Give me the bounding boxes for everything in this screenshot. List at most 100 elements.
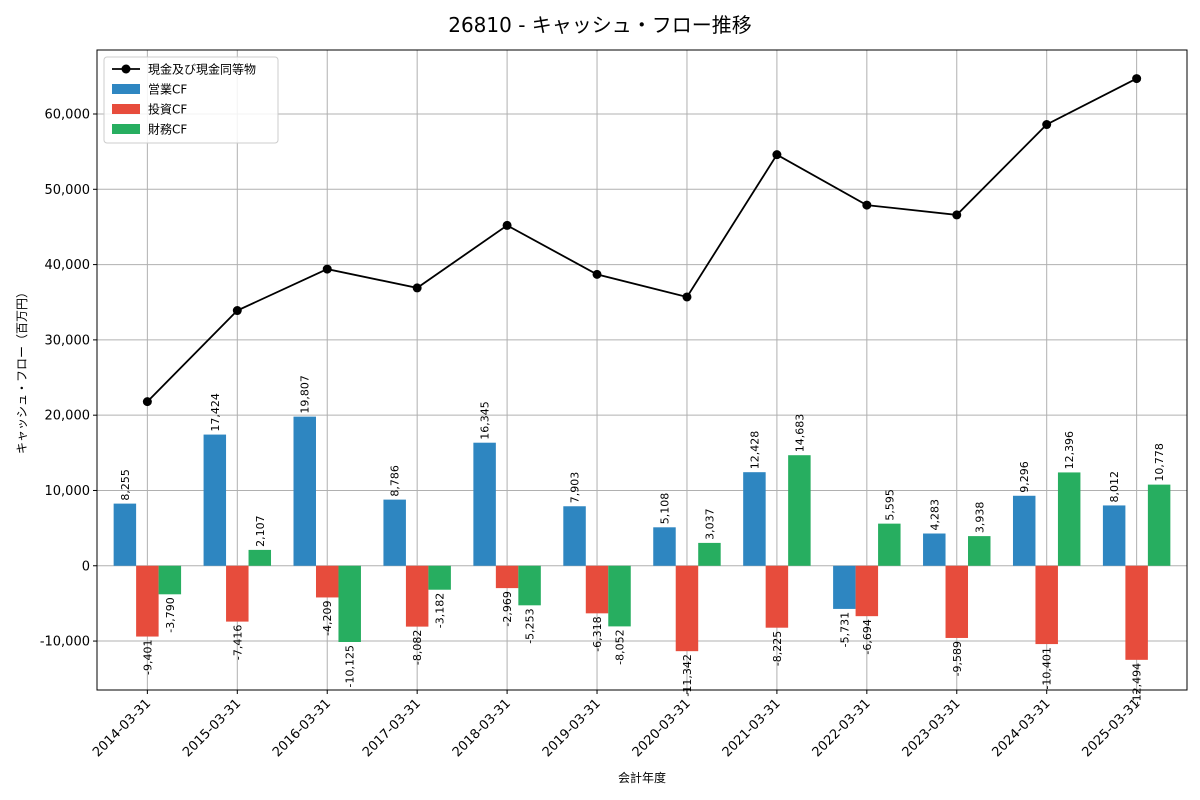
bar-operating-cf <box>203 434 227 566</box>
bar-value-label: -2,969 <box>501 591 514 626</box>
bar-financing-cf <box>1147 484 1171 566</box>
legend-label: 財務CF <box>148 122 187 137</box>
x-tick-label: 2015-03-31 <box>180 696 244 760</box>
bar-group <box>113 416 1171 660</box>
bar-operating-cf <box>383 499 406 566</box>
x-tick-label: 2016-03-31 <box>270 696 334 760</box>
bar-value-label: 3,037 <box>703 508 716 540</box>
bar-operating-cf <box>923 533 946 566</box>
bar-financing-cf <box>608 565 631 627</box>
bar-operating-cf <box>833 565 856 609</box>
bar-investing-cf <box>495 565 519 589</box>
bar-value-label: 5,595 <box>883 489 896 521</box>
bar-value-label: 8,012 <box>1108 471 1121 503</box>
bar-value-label: -10,125 <box>344 645 357 687</box>
legend-box <box>103 56 279 144</box>
legend-point-marker <box>121 64 131 74</box>
bar-operating-cf <box>113 503 137 566</box>
bar-value-label: -9,589 <box>951 641 964 676</box>
x-tick-label: 2017-03-31 <box>360 696 424 760</box>
bar-value-label: 4,283 <box>928 499 941 531</box>
cash-point <box>592 269 602 279</box>
grid-lines <box>97 50 1187 690</box>
bar-value-label: -5,253 <box>524 608 537 643</box>
bar-value-label: -10,401 <box>1041 647 1054 689</box>
cash-line-group <box>142 74 1142 407</box>
bar-value-label: -3,182 <box>434 593 447 628</box>
bar-value-label: -8,082 <box>411 630 424 665</box>
cash-point <box>412 283 422 293</box>
x-tick-label: 2018-03-31 <box>450 696 514 760</box>
cash-point <box>772 150 782 160</box>
cash-point <box>322 264 332 274</box>
bar-value-label: -4,209 <box>321 600 334 635</box>
bar-value-label: -7,416 <box>231 625 244 660</box>
legend-label: 営業CF <box>148 83 187 97</box>
bar-financing-cf <box>428 565 451 590</box>
bar-value-label: 8,255 <box>119 469 132 501</box>
y-tick-label: 40,000 <box>45 258 91 273</box>
cash-point <box>232 306 242 316</box>
bar-value-label: 7,903 <box>569 472 582 504</box>
x-tick-label: 2022-03-31 <box>810 696 874 760</box>
bar-operating-cf <box>473 442 496 566</box>
cash-point <box>862 200 872 210</box>
bar-investing-cf <box>136 565 159 637</box>
bar-operating-cf <box>1012 495 1036 566</box>
bar-value-label: 10,778 <box>1153 443 1166 482</box>
bar-value-label: 17,424 <box>209 393 222 432</box>
x-tick-label: 2019-03-31 <box>540 696 604 760</box>
bar-value-label: 12,428 <box>748 431 761 470</box>
bar-investing-cf <box>945 565 969 638</box>
bar-investing-cf <box>1035 565 1058 645</box>
bar-operating-cf <box>1102 505 1126 566</box>
y-tick-label: 50,000 <box>45 183 91 198</box>
bar-financing-cf <box>698 542 721 566</box>
cash-point <box>682 292 692 302</box>
bar-financing-cf <box>248 549 272 566</box>
bar-investing-cf <box>855 565 879 617</box>
bar-value-label: -5,731 <box>838 612 851 647</box>
cash-point <box>142 397 152 407</box>
bar-value-label: 2,107 <box>254 515 267 547</box>
bar-value-label: 16,345 <box>479 401 492 440</box>
legend-swatch <box>112 124 140 134</box>
bar-value-label: -3,790 <box>164 597 177 632</box>
legend-label: 現金及び現金同等物 <box>148 62 256 77</box>
bar-financing-cf <box>518 565 541 606</box>
x-axis-ticks: 2014-03-31 2015-03-31 2016-03-31 2017-03-31… <box>90 690 1143 760</box>
bar-value-label: 14,683 <box>793 414 806 453</box>
x-tick-label: 2021-03-31 <box>720 696 784 760</box>
bar-value-label: 12,396 <box>1063 431 1076 470</box>
bar-financing-cf <box>1057 472 1081 566</box>
bar-value-label: -6,694 <box>861 619 874 654</box>
bar-financing-cf <box>878 523 901 566</box>
legend-label: 投資CF <box>148 102 187 117</box>
bar-financing-cf <box>338 565 361 642</box>
x-tick-label: 2014-03-31 <box>90 696 154 760</box>
bar-financing-cf <box>788 455 811 566</box>
legend-swatch <box>112 84 140 94</box>
bar-operating-cf <box>743 472 766 566</box>
bar-operating-cf <box>563 506 586 566</box>
x-tick-label: 2024-03-31 <box>989 696 1053 760</box>
bar-operating-cf <box>293 416 316 566</box>
bar-financing-cf <box>968 536 991 566</box>
bar-investing-cf <box>585 565 609 614</box>
chart-title: 26810 - キャッシュ・フロー推移 <box>448 13 752 37</box>
cash-line <box>146 77 1138 403</box>
bar-value-label: -6,318 <box>591 616 604 651</box>
bar-value-label: -12,494 <box>1131 663 1144 705</box>
y-axis-ticks: -10,000 0 10,000 20,000 30,000 40,000 50,000 60… <box>40 108 97 650</box>
y-tick-label: 30,000 <box>45 333 91 348</box>
bar-value-label: 9,296 <box>1018 461 1031 493</box>
bar-investing-cf <box>226 565 249 622</box>
bar-value-label: 8,786 <box>389 465 402 497</box>
y-tick-label: 0 <box>82 559 90 574</box>
bar-investing-cf <box>675 565 699 652</box>
bar-investing-cf <box>765 565 789 628</box>
bar-operating-cf <box>653 527 676 566</box>
bar-value-label: -8,225 <box>771 631 784 666</box>
